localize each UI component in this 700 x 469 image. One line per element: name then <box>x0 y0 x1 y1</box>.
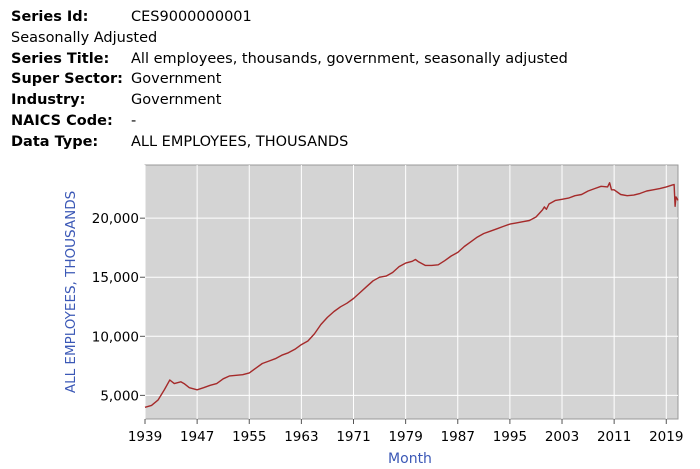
naics-label: NAICS Code: <box>11 112 113 129</box>
x-tick-label: 1979 <box>388 429 422 445</box>
y-tick-label: 10,000 <box>92 329 139 345</box>
x-tick-label: 2011 <box>597 429 631 445</box>
series-id-value: CES9000000001 <box>131 9 252 25</box>
y-axis-title: ALL EMPLOYEES, THOUSANDS <box>63 191 79 393</box>
data-type-value: ALL EMPLOYEES, THOUSANDS <box>131 133 349 150</box>
x-axis-title: Month <box>388 451 432 467</box>
x-tick-label: 2019 <box>649 429 683 445</box>
y-tick-label: 20,000 <box>92 211 139 227</box>
series-title-label: Series Title: <box>11 50 110 67</box>
x-tick-label: 1947 <box>180 429 214 445</box>
super-sector-value: Government <box>131 71 222 88</box>
x-tick-label: 1971 <box>336 429 370 445</box>
grid <box>144 165 678 419</box>
x-tick-label: 2003 <box>545 429 579 445</box>
y-tick-label: 15,000 <box>92 270 139 286</box>
x-tick-label: 1939 <box>128 429 162 445</box>
industry-label: Industry: <box>11 92 86 109</box>
x-axis-ticks: 1939 1947 1955 1963 1971 1979 1987 1995 2003 2011… <box>128 419 683 445</box>
x-tick-label: 1955 <box>232 429 266 445</box>
plot-area <box>144 164 679 420</box>
data-type-label: Data Type: <box>11 133 99 150</box>
adjustment-text: Seasonally Adjusted <box>11 29 158 46</box>
series-title-value: All employees, thousands, government, se… <box>131 50 568 67</box>
x-tick-label: 1963 <box>284 429 318 445</box>
industry-value: Government <box>131 92 222 109</box>
y-axis-ticks: 5,000 10,000 15,000 20,000 <box>92 211 145 404</box>
series-line <box>144 182 679 408</box>
employment-line-chart: 1939 1947 1955 1963 1971 1979 1987 1995 2003 2011… <box>63 164 683 467</box>
super-sector-label: Super Sector: <box>11 71 123 88</box>
series-id-label: Series Id: <box>11 9 89 25</box>
x-tick-label: 1987 <box>441 429 475 445</box>
series-layer <box>144 182 679 408</box>
naics-value: - <box>131 112 137 129</box>
x-tick-label: 1995 <box>493 429 527 445</box>
y-tick-label: 5,000 <box>100 388 139 404</box>
